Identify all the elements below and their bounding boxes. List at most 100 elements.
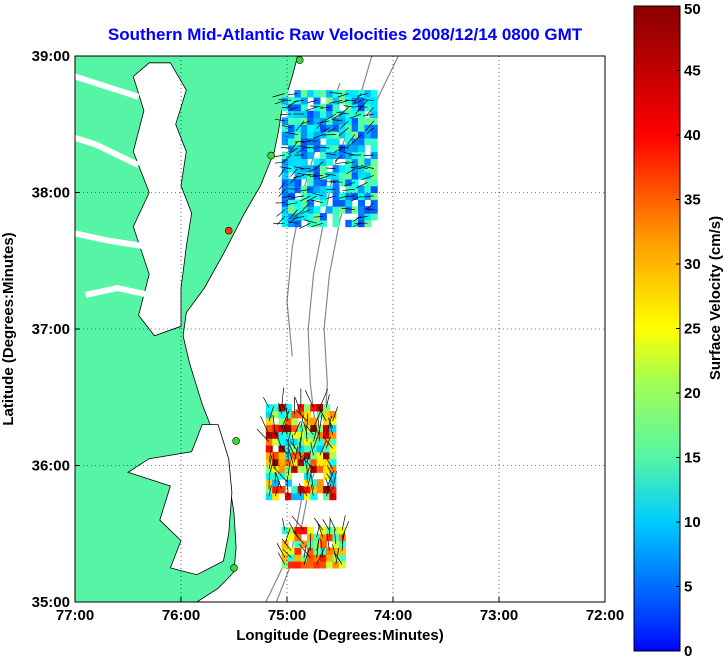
velocity-cell bbox=[326, 206, 334, 214]
velocity-arrow bbox=[359, 100, 368, 109]
velocity-cell bbox=[364, 172, 372, 180]
velocity-cell bbox=[265, 486, 273, 494]
velocity-cell bbox=[345, 144, 353, 153]
velocity-cell bbox=[345, 137, 353, 146]
velocity-cell bbox=[291, 465, 299, 473]
velocity-cell bbox=[313, 554, 321, 562]
velocity-cell bbox=[351, 158, 359, 166]
velocity-cell bbox=[288, 533, 296, 542]
velocity-arrow bbox=[292, 216, 305, 220]
velocity-cell bbox=[332, 526, 340, 535]
velocity-cell bbox=[329, 486, 337, 494]
velocity-arrow bbox=[325, 436, 331, 449]
velocity-cell bbox=[294, 554, 302, 562]
velocity-cell bbox=[313, 219, 321, 228]
velocity-cell bbox=[332, 165, 340, 173]
velocity-cell bbox=[313, 178, 321, 187]
velocity-cell bbox=[323, 486, 330, 494]
velocity-arrow bbox=[268, 455, 273, 469]
velocity-cell bbox=[272, 424, 280, 432]
velocity-cell bbox=[288, 192, 296, 200]
velocity-arrow bbox=[326, 195, 336, 199]
velocity-arrow bbox=[278, 402, 283, 415]
radar-station-marker bbox=[230, 564, 238, 572]
velocity-cell bbox=[281, 540, 289, 548]
velocity-arrow bbox=[362, 99, 374, 101]
velocity-cell bbox=[364, 158, 372, 166]
velocity-cell bbox=[297, 486, 305, 494]
velocity-cell bbox=[323, 465, 330, 473]
velocity-cell bbox=[281, 206, 289, 214]
velocity-cell bbox=[351, 124, 359, 132]
velocity-arrow bbox=[304, 219, 317, 224]
velocity-arrow bbox=[280, 113, 292, 116]
velocity-arrow bbox=[363, 154, 374, 156]
velocity-cell bbox=[370, 172, 378, 180]
velocity-cell bbox=[307, 144, 315, 153]
velocity-cell bbox=[316, 458, 324, 467]
y-tick-label: 38:00 bbox=[32, 185, 70, 202]
velocity-cell bbox=[319, 561, 327, 569]
velocity-cell bbox=[297, 465, 305, 473]
velocity-cell bbox=[294, 90, 302, 98]
velocity-cell bbox=[288, 219, 296, 228]
velocity-cell bbox=[326, 97, 334, 105]
y-axis-label: Latitude (Degrees:Minutes) bbox=[0, 232, 17, 425]
velocity-cell bbox=[332, 554, 340, 562]
velocity-cell bbox=[358, 172, 365, 180]
velocity-arrow bbox=[313, 408, 323, 429]
velocity-arrow bbox=[300, 140, 311, 143]
velocity-cell bbox=[265, 445, 273, 453]
velocity-cell bbox=[329, 445, 337, 453]
velocity-cell bbox=[278, 417, 286, 426]
radar-station-marker bbox=[295, 56, 304, 64]
velocity-arrow bbox=[291, 195, 305, 199]
velocity-arrow bbox=[360, 195, 374, 198]
velocity-cell bbox=[326, 561, 334, 569]
velocity-cell bbox=[291, 431, 299, 439]
velocity-cell bbox=[319, 554, 327, 562]
velocity-arrow bbox=[303, 421, 308, 435]
velocity-cell bbox=[281, 185, 289, 194]
velocity-cell bbox=[307, 131, 315, 139]
velocity-cell bbox=[316, 479, 324, 487]
velocity-cell bbox=[304, 479, 311, 487]
velocity-arrow bbox=[327, 127, 336, 133]
velocity-arrow bbox=[282, 125, 292, 129]
velocity-cell bbox=[288, 554, 296, 562]
velocity-cell bbox=[323, 445, 330, 453]
velocity-cell bbox=[313, 158, 321, 166]
velocity-cell bbox=[278, 458, 286, 467]
velocity-cell bbox=[272, 479, 280, 487]
velocity-cell bbox=[323, 472, 330, 480]
colorbar-tick-label: 15 bbox=[684, 450, 701, 467]
velocity-cell bbox=[370, 137, 378, 146]
velocity-cell bbox=[319, 103, 327, 112]
colorbar-ticks: 0 5 10 15 20 25 30 35 40 45 50 bbox=[676, 1, 701, 659]
velocity-cell bbox=[338, 124, 346, 132]
velocity-arrow bbox=[281, 409, 290, 429]
radar-stations bbox=[224, 56, 304, 572]
velocity-cell bbox=[345, 199, 353, 207]
velocity-arrow bbox=[341, 515, 346, 531]
velocity-cell bbox=[364, 97, 372, 105]
velocity-cell bbox=[284, 479, 292, 487]
velocity-cell bbox=[297, 492, 305, 501]
velocity-cell bbox=[294, 213, 302, 221]
velocity-cell bbox=[326, 547, 334, 555]
velocity-cell bbox=[297, 451, 305, 460]
velocity-cell bbox=[329, 410, 337, 419]
velocity-arrow bbox=[324, 113, 336, 121]
velocity-arrow bbox=[317, 417, 321, 435]
velocity-arrow bbox=[278, 188, 286, 197]
chart-title: Southern Mid-Atlantic Raw Velocities 200… bbox=[108, 25, 583, 44]
velocity-arrow bbox=[320, 127, 330, 134]
velocity-cell bbox=[316, 410, 324, 419]
velocity-arrow bbox=[289, 141, 298, 153]
velocity-arrow bbox=[310, 473, 314, 490]
velocity-cell bbox=[345, 219, 353, 228]
velocity-cell bbox=[300, 213, 308, 221]
velocity-arrow bbox=[288, 449, 295, 469]
y-tick-label: 39:00 bbox=[32, 48, 70, 65]
velocity-arrow bbox=[314, 517, 324, 531]
